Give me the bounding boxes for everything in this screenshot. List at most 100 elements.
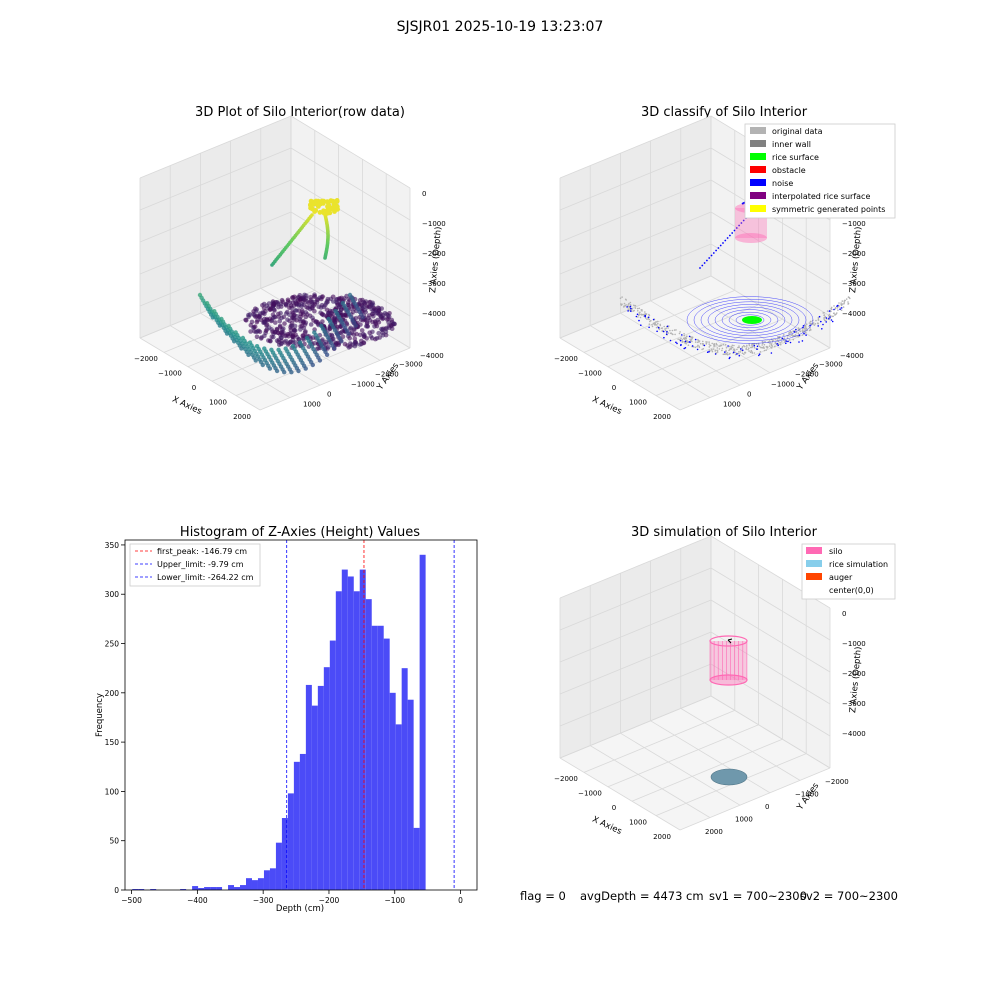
scatter-point — [686, 335, 688, 338]
y-tick-label: −4000 — [420, 352, 444, 360]
scatter-point — [262, 320, 268, 325]
grid-line — [650, 720, 771, 794]
y-tick-label: 300 — [105, 590, 120, 599]
scatter-point — [821, 328, 823, 330]
grid-line — [139, 275, 292, 339]
scatter-point — [324, 352, 330, 357]
scatter-point — [651, 325, 654, 328]
scatter-point — [635, 315, 638, 318]
scatter-point — [720, 344, 723, 347]
grid-line — [290, 243, 411, 317]
grid-line — [259, 347, 411, 411]
legend-swatch — [750, 153, 766, 160]
scatter-point — [253, 358, 258, 363]
scatter-point — [681, 339, 684, 341]
scatter-point — [772, 339, 774, 341]
scatter-point — [291, 317, 297, 322]
histogram-bar — [240, 885, 246, 890]
x-tick-label: 0 — [612, 804, 616, 812]
grid-line — [589, 325, 711, 398]
histogram-bar — [311, 705, 318, 890]
scatter-point — [640, 324, 642, 327]
grid-line — [559, 663, 712, 727]
scatter-point — [273, 320, 278, 325]
scatter-point — [292, 312, 297, 318]
scatter-point — [256, 314, 262, 319]
scatter-point — [722, 242, 724, 244]
scatter-point — [353, 323, 358, 328]
scatter-point — [725, 349, 727, 352]
scatter-point — [623, 302, 626, 305]
scatter-point — [353, 316, 359, 321]
scatter-point — [631, 308, 634, 310]
scatter-point — [724, 239, 727, 242]
scatter-point — [725, 347, 728, 349]
scatter-point — [628, 303, 630, 305]
silo-bottom — [735, 233, 767, 243]
scatter-point — [254, 319, 260, 325]
z-tick-label: 0 — [842, 610, 846, 618]
scatter-point — [655, 324, 658, 326]
scatter-point — [728, 345, 731, 348]
scatter-point — [730, 346, 733, 348]
plot-title: Histogram of Z-Axies (Height) Values — [180, 525, 420, 540]
scatter-point — [252, 324, 258, 330]
scatter-point — [303, 366, 308, 371]
histogram-bars — [132, 554, 426, 890]
scatter-point — [683, 333, 685, 335]
scatter-point — [663, 336, 665, 339]
plot-title: 3D Plot of Silo Interior(row data) — [195, 105, 405, 120]
x-tick-label: 2000 — [653, 833, 671, 841]
scatter-point — [652, 322, 655, 325]
scatter-point — [619, 297, 622, 300]
scatter-point — [770, 352, 773, 354]
scatter-point — [267, 316, 273, 322]
scatter-point — [664, 329, 667, 332]
scatter-point — [310, 362, 315, 368]
histogram-bar — [377, 625, 384, 890]
status-flag: flag = 0 — [520, 889, 566, 903]
scatter-point — [746, 346, 748, 348]
scatter-point — [762, 346, 765, 348]
scatter-point — [379, 326, 384, 332]
scatter-point — [786, 337, 789, 339]
histogram-bar — [341, 569, 348, 890]
scatter-point — [626, 306, 628, 308]
scatter-point — [731, 344, 734, 347]
histogram-bar — [234, 887, 241, 890]
scatter-point — [684, 340, 687, 343]
grid-line — [139, 243, 292, 307]
scatter-point — [703, 344, 706, 347]
scatter-point — [697, 339, 700, 342]
scatter-point — [703, 262, 706, 264]
noise-ring — [700, 301, 800, 339]
legend-label: silo — [829, 547, 843, 556]
histogram-bar — [389, 692, 396, 890]
scatter-point — [266, 338, 271, 343]
scatter-point — [761, 346, 763, 349]
scatter-point — [797, 332, 800, 335]
x-tick-label: −300 — [253, 896, 274, 905]
scatter-point — [684, 342, 686, 344]
scatter-point — [839, 308, 841, 311]
scatter-point — [279, 330, 285, 335]
x-tick-label: −2000 — [134, 355, 158, 363]
scatter-point — [719, 345, 721, 347]
scatter-point — [271, 334, 276, 340]
x-tick-label: 1000 — [629, 398, 647, 406]
scatter-point — [667, 327, 669, 329]
scatter-point — [822, 323, 824, 326]
scatter-point — [825, 317, 828, 319]
scatter-point — [823, 312, 825, 314]
plot-raw-data-3d: 3D Plot of Silo Interior(row data) −2000 −… — [134, 105, 446, 421]
scatter-point — [801, 334, 804, 336]
scatter-point — [283, 311, 289, 316]
scatter-point — [663, 325, 665, 328]
scatter-point — [376, 308, 382, 313]
histogram-bar — [299, 753, 306, 890]
scatter-point — [652, 318, 655, 321]
plot-classify-3d: 3D classify of Silo Interior−2000−100001… — [554, 105, 896, 421]
scatter-point — [798, 334, 801, 337]
scatter-point — [818, 315, 821, 318]
scatter-point — [781, 341, 783, 343]
